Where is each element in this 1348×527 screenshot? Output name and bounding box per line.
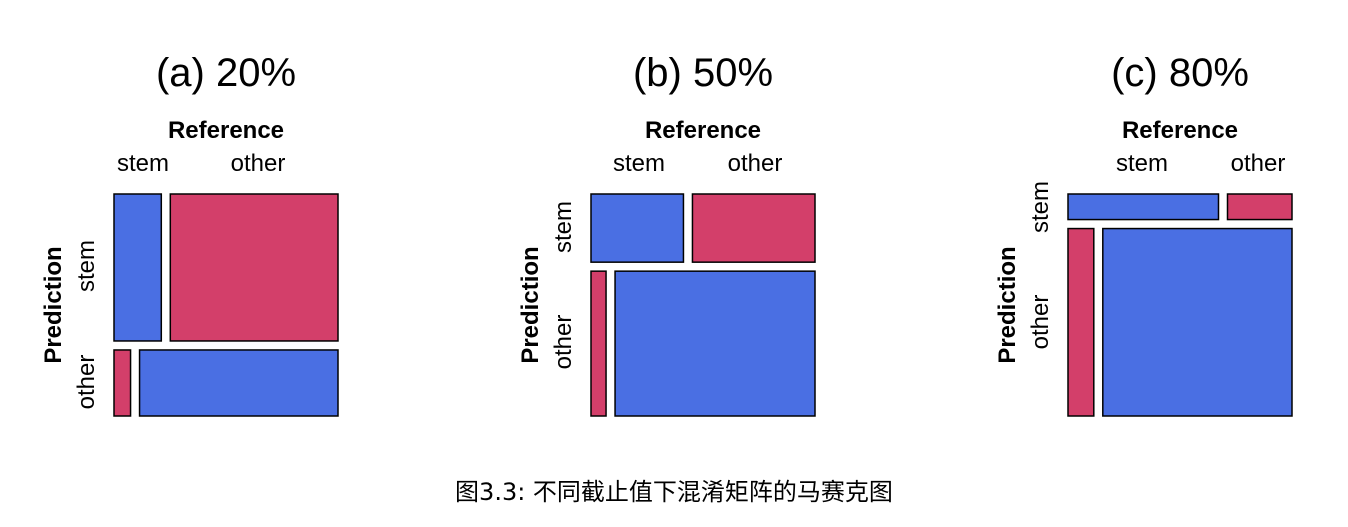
panel-b-ylabel: Prediction: [517, 246, 544, 363]
panel-b-tile-stem-stem: [590, 193, 685, 263]
panel-a-xlabel: Reference: [168, 117, 284, 144]
panel-b: (b) 50% Reference stem other Prediction …: [517, 51, 816, 417]
panel-a: (a) 20% Reference stem other Prediction …: [40, 51, 339, 417]
panel-b-y-tick-stem: stem: [550, 201, 577, 253]
panel-c-title: (c) 80%: [1111, 51, 1249, 95]
panel-a-title: (a) 20%: [156, 51, 296, 95]
panel-b-xlabel: Reference: [645, 117, 761, 144]
panel-a-x-tick-stem: stem: [117, 150, 169, 177]
panel-c-y-tick-stem: stem: [1027, 181, 1054, 233]
panel-a-y-tick-other: other: [73, 355, 100, 410]
panel-c-x-tick-other: other: [1231, 150, 1286, 177]
panel-a-tile-other-stem: [113, 349, 132, 417]
panel-a-tile-stem-other: [169, 193, 339, 342]
panel-a-tile-other-other: [138, 349, 339, 417]
panel-c-tile-stem-stem: [1067, 193, 1220, 221]
panel-c-tile-other-other: [1102, 227, 1293, 417]
panel-b-tile-other-other: [614, 270, 816, 417]
panel-a-y-tick-stem: stem: [73, 240, 100, 292]
panel-c-x-tick-stem: stem: [1116, 150, 1168, 177]
panel-b-title: (b) 50%: [633, 51, 773, 95]
panel-b-tile-other-stem: [590, 270, 607, 417]
panel-c-tile-other-stem: [1067, 227, 1095, 417]
panel-b-y-tick-other: other: [550, 315, 577, 370]
panel-c-ylabel: Prediction: [994, 246, 1021, 363]
panel-c-tile-stem-other: [1226, 193, 1293, 221]
panel-a-x-tick-other: other: [231, 150, 286, 177]
panel-a-tile-stem-stem: [113, 193, 163, 342]
panel-b-x-tick-stem: stem: [613, 150, 665, 177]
panel-b-tile-stem-other: [691, 193, 816, 263]
panel-a-ylabel: Prediction: [40, 246, 67, 363]
figure-caption: 图3.3: 不同截止值下混淆矩阵的马赛克图: [455, 478, 893, 506]
panel-c-y-tick-other: other: [1027, 295, 1054, 350]
panel-c-xlabel: Reference: [1122, 117, 1238, 144]
panel-c: (c) 80% Reference stem other Prediction …: [994, 51, 1293, 417]
panel-b-x-tick-other: other: [728, 150, 783, 177]
